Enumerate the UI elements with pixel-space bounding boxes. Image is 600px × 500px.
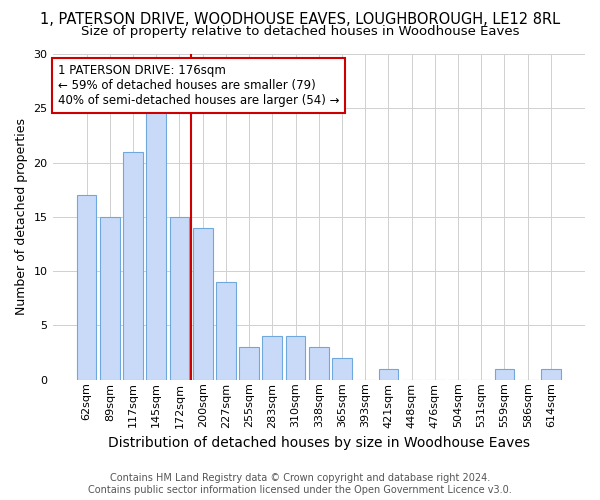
Bar — [146, 108, 166, 380]
Bar — [123, 152, 143, 380]
Bar — [193, 228, 212, 380]
Bar — [494, 369, 514, 380]
X-axis label: Distribution of detached houses by size in Woodhouse Eaves: Distribution of detached houses by size … — [108, 436, 530, 450]
Bar — [239, 347, 259, 380]
Bar — [541, 369, 561, 380]
Bar — [100, 217, 119, 380]
Bar — [216, 282, 236, 380]
Text: Size of property relative to detached houses in Woodhouse Eaves: Size of property relative to detached ho… — [81, 25, 519, 38]
Bar — [332, 358, 352, 380]
Bar — [309, 347, 329, 380]
Bar — [262, 336, 282, 380]
Text: Contains HM Land Registry data © Crown copyright and database right 2024.
Contai: Contains HM Land Registry data © Crown c… — [88, 474, 512, 495]
Bar — [170, 217, 190, 380]
Text: 1 PATERSON DRIVE: 176sqm
← 59% of detached houses are smaller (79)
40% of semi-d: 1 PATERSON DRIVE: 176sqm ← 59% of detach… — [58, 64, 340, 107]
Text: 1, PATERSON DRIVE, WOODHOUSE EAVES, LOUGHBOROUGH, LE12 8RL: 1, PATERSON DRIVE, WOODHOUSE EAVES, LOUG… — [40, 12, 560, 28]
Y-axis label: Number of detached properties: Number of detached properties — [15, 118, 28, 316]
Bar — [286, 336, 305, 380]
Bar — [379, 369, 398, 380]
Bar — [77, 195, 97, 380]
